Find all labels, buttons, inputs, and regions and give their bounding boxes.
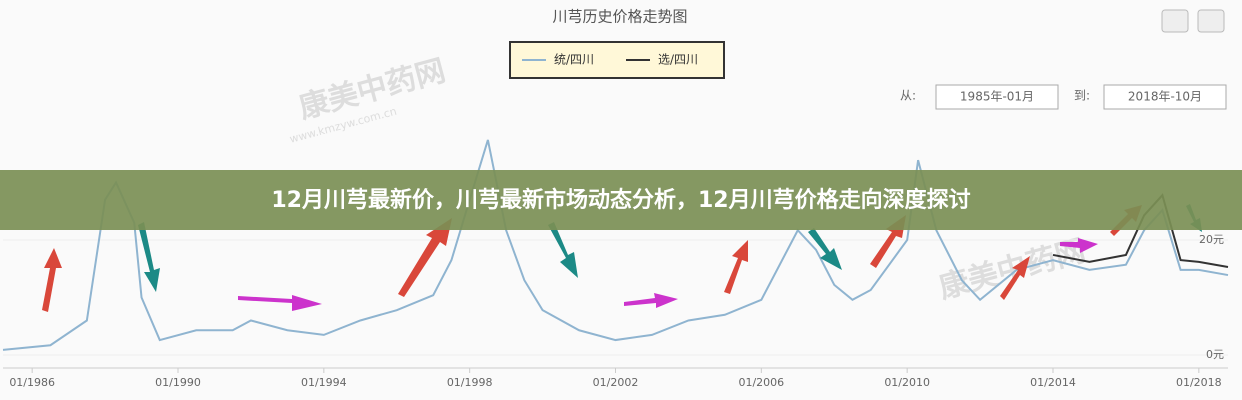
arrow-right [624,293,678,308]
from-label: 从: [900,89,916,103]
print-button[interactable] [1161,9,1189,33]
x-tick-label: 01/2014 [1030,376,1076,389]
arrow-up [1000,256,1030,300]
from-value: 1985年-01月 [960,90,1034,104]
banner [0,170,1242,230]
to-value: 2018年-10月 [1128,90,1202,104]
arrow-up [724,240,748,294]
to-input[interactable] [1103,84,1227,110]
y-tick-label: 20元 [1199,233,1224,246]
x-tick-label: 01/1994 [301,376,347,389]
legend-label: 统/四川 [554,53,594,67]
series-line [2,139,1229,351]
arrow-right [238,295,322,311]
x-tick-label: 01/2018 [1176,376,1222,389]
x-tick-label: 01/2006 [738,376,784,389]
to-label: 到: [1074,89,1090,103]
arrow-up [398,218,452,297]
plot: 0元 20元 01/1986 01/1990 01/1994 01/1998 01/2002… [2,53,1229,389]
x-tick-label: 01/1998 [447,376,493,389]
x-tick-label: 01/1990 [155,376,201,389]
x-tick-label: 01/1986 [9,376,55,389]
arrow-right [1060,238,1098,253]
x-tick-label: 01/2010 [884,376,930,389]
download-button[interactable] [1197,9,1225,33]
from-input[interactable] [935,84,1059,110]
arrow-up [42,248,62,312]
arrow-down [138,222,160,292]
arrow-down [548,222,578,278]
legend-label: 选/四川 [658,53,698,67]
y-tick-label: 0元 [1206,348,1224,361]
x-tick-label: 01/2002 [593,376,639,389]
chart-title: 川芎历史价格走势图 [552,8,687,26]
arrow-down [808,228,842,270]
banner-title: 12月川芎最新价，川芎最新市场动态分析，12月川芎价格走向深度探讨 [271,187,970,213]
